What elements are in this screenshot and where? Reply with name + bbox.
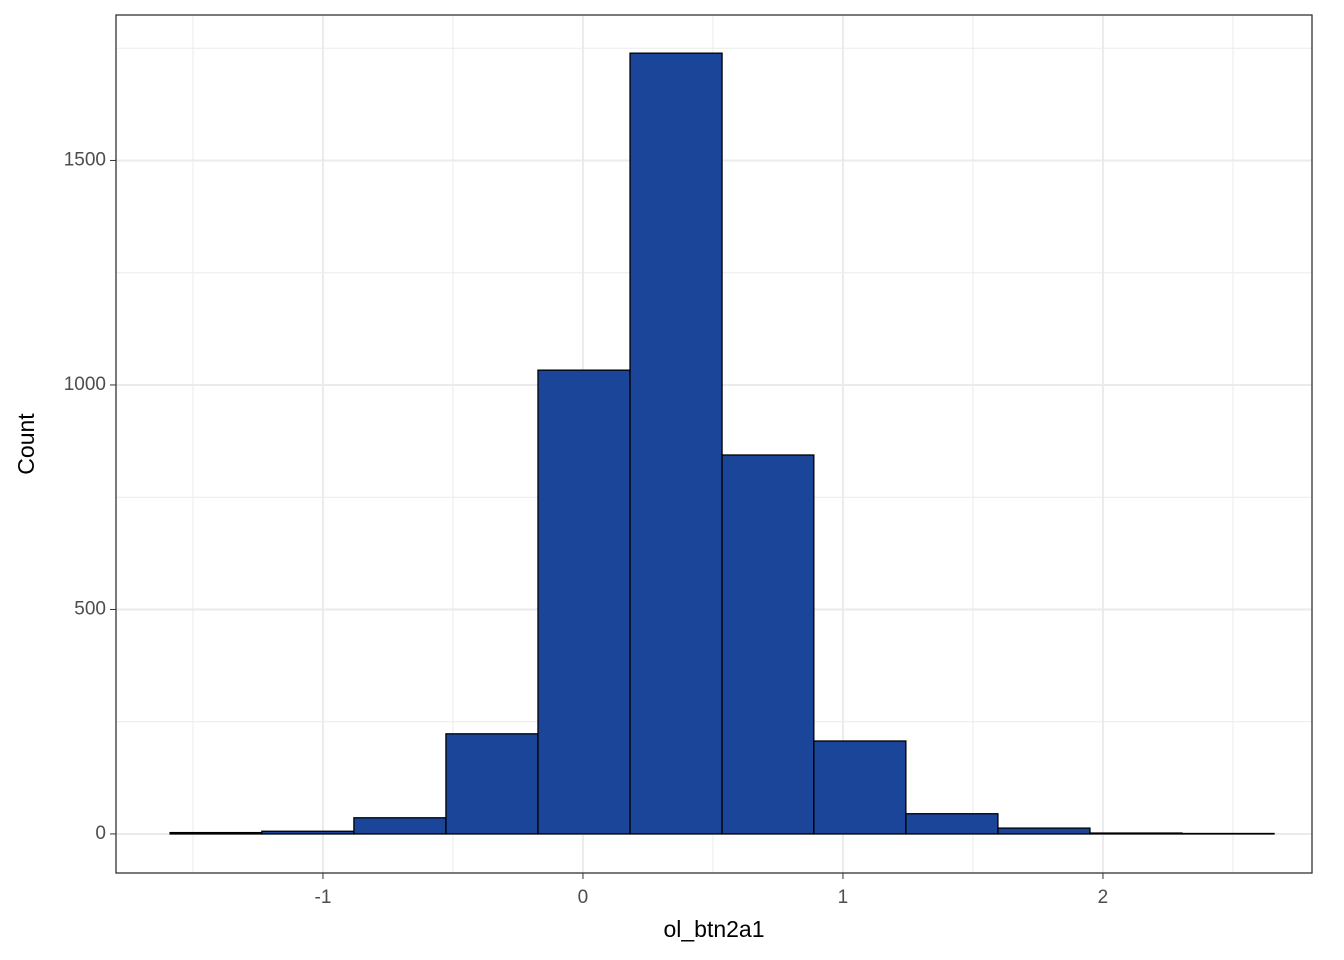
- x-axis-title: ol_btn2a1: [663, 916, 764, 942]
- bar: [813, 740, 907, 835]
- bar: [1089, 832, 1183, 835]
- bar: [445, 733, 539, 835]
- bar: [537, 369, 631, 835]
- bar: [721, 454, 815, 835]
- bar: [629, 52, 723, 835]
- y-tick-label: 500: [74, 598, 106, 619]
- y-tick-label: 0: [95, 823, 106, 844]
- bar: [997, 827, 1091, 835]
- y-axis-title: Count: [13, 413, 39, 475]
- bar: [905, 813, 999, 835]
- bar: [353, 817, 447, 835]
- x-tick-label: 2: [1098, 887, 1109, 908]
- x-tick-label: -1: [315, 887, 332, 908]
- y-tick-label: 1000: [64, 374, 106, 395]
- y-tick-label: 1500: [64, 149, 106, 170]
- panel-border: [115, 14, 1313, 874]
- bar: [261, 830, 355, 835]
- x-tick-label: 0: [578, 887, 589, 908]
- bar: [169, 831, 263, 835]
- x-tick-label: 1: [838, 887, 849, 908]
